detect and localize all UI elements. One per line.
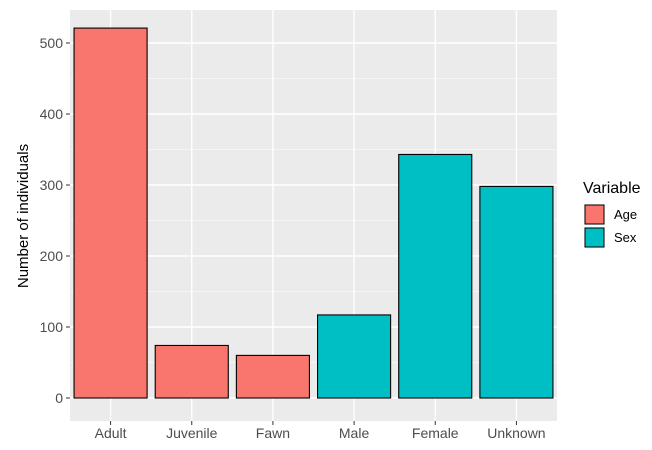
y-tick-label: 0: [55, 390, 63, 406]
bar-male: [317, 314, 392, 399]
bar-unknown: [479, 185, 554, 399]
legend-label-age: Age: [614, 207, 637, 222]
legend-swatch-sex: [584, 227, 605, 248]
y-axis: 0 100 200 300 400 500: [40, 35, 70, 406]
bar-juvenile: [154, 344, 229, 399]
grid-major: [70, 10, 557, 421]
x-tick-label: Juvenile: [166, 425, 218, 441]
x-axis: Adult Juvenile Fawn Male Female Unknown: [95, 421, 546, 441]
bars: [73, 27, 554, 399]
legend: Variable Age Sex: [583, 180, 641, 248]
grid-minor: [70, 78, 557, 363]
legend-swatch-age: [584, 204, 605, 225]
bar-adult: [73, 27, 148, 399]
x-tick-label: Male: [339, 425, 370, 441]
y-tick-label: 200: [40, 248, 64, 264]
y-tick-label: 500: [40, 35, 64, 51]
y-tick-label: 100: [40, 319, 64, 335]
x-tick-label: Adult: [95, 425, 127, 441]
y-tick-label: 400: [40, 106, 64, 122]
bar-fawn: [235, 354, 310, 399]
legend-label-sex: Sex: [614, 230, 637, 245]
x-tick-label: Female: [412, 425, 459, 441]
bar-female: [398, 153, 473, 399]
y-axis-title: Number of individuals: [15, 144, 32, 288]
x-tick-label: Unknown: [487, 425, 545, 441]
y-tick-label: 300: [40, 177, 64, 193]
legend-title: Variable: [583, 180, 641, 197]
x-tick-label: Fawn: [256, 425, 290, 441]
